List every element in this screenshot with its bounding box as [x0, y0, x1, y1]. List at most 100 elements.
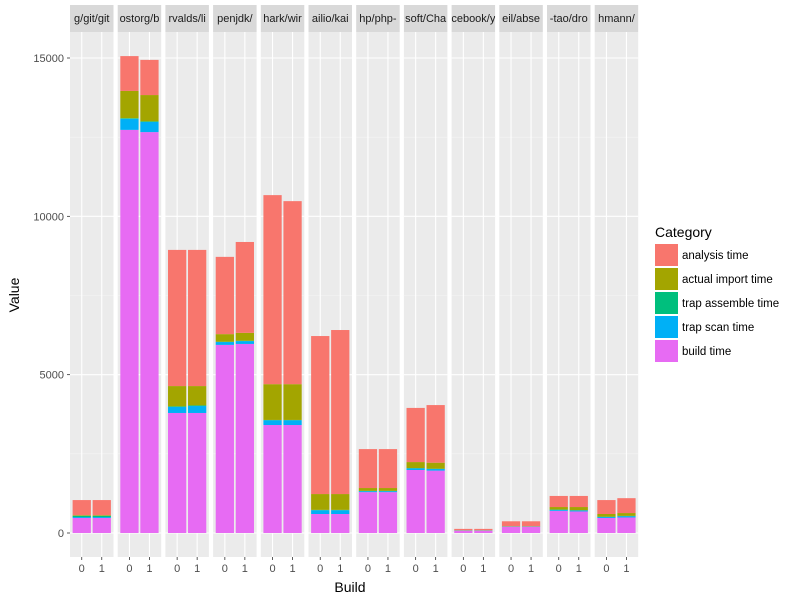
bar-segment-actual-import-time: [188, 386, 207, 406]
bar-segment-build-time: [501, 526, 521, 533]
facet-label: hark/wir: [263, 13, 302, 25]
bar-segment-trap-scan-time: [378, 491, 398, 493]
bar-segment-trap-scan-time: [140, 121, 159, 133]
bar-segment-actual-import-time: [92, 515, 111, 516]
x-tick-label: 0: [460, 563, 466, 575]
legend-swatch: [655, 316, 678, 338]
bar-segment-actual-import-time: [263, 384, 282, 420]
legend-label: trap assemble time: [682, 298, 779, 310]
x-tick-label: 0: [79, 563, 85, 575]
facet-label: g/git/git: [74, 13, 109, 25]
legend-label: trap scan time: [682, 322, 754, 334]
facet-strip: [70, 5, 114, 32]
y-tick-label: 15000: [33, 53, 64, 65]
bar-segment-analysis-time: [617, 498, 636, 514]
facet-panel: penjdk/0 1: [213, 5, 257, 575]
bar-segment-build-time: [521, 526, 541, 533]
facet-strip: [547, 5, 591, 32]
bar-segment-build-time: [406, 469, 425, 533]
bar-segment-analysis-time: [311, 336, 330, 495]
x-tick-label: 0: [508, 563, 514, 575]
bar-segment-analysis-time: [569, 495, 588, 508]
facet-panel: rvalds/li 0 1: [165, 5, 209, 575]
bar-segment-actual-import-time: [378, 488, 398, 491]
bar-segment-analysis-time: [92, 500, 111, 516]
bar-segment-trap-scan-time: [92, 517, 111, 518]
bar-segment-trap-scan-time: [549, 509, 568, 511]
x-tick-label: 0: [556, 563, 562, 575]
x-tick-label: 1: [99, 563, 105, 575]
bar-segment-actual-import-time: [72, 515, 91, 516]
x-axis-title: Build: [334, 579, 365, 595]
facet-label: eil/abse: [502, 13, 540, 25]
x-tick-label: 0: [317, 563, 323, 575]
facet-label: hmann/: [598, 13, 636, 25]
bar-segment-build-time: [426, 470, 445, 533]
bar-segment-trap-assemble-time: [72, 515, 91, 518]
bar-segment-build-time: [549, 510, 568, 533]
x-tick-label: 1: [289, 563, 295, 575]
bar-segment-trap-scan-time: [283, 420, 302, 426]
bar-segment-analysis-time: [235, 241, 254, 333]
bar-segment-actual-import-time: [406, 462, 425, 469]
x-tick-label: 0: [126, 563, 132, 575]
facet-strip: [499, 5, 543, 32]
x-tick-label: 0: [174, 563, 180, 575]
bar-segment-build-time: [378, 492, 398, 533]
x-tick-label: 1: [576, 563, 582, 575]
facet-strip: [308, 5, 352, 32]
bar-segment-analysis-time: [140, 59, 159, 96]
bar-segment-analysis-time: [283, 201, 302, 385]
x-tick-label: 1: [194, 563, 200, 575]
x-tick-label: 0: [269, 563, 275, 575]
bar-segment-analysis-time: [120, 56, 139, 91]
bar-segment-build-time: [474, 530, 493, 533]
y-axis: 0 5000 10000 15000: [33, 53, 70, 540]
bar-segment-actual-import-time: [168, 386, 187, 407]
facet-label: hp/php-: [359, 13, 397, 25]
bar-segment-trap-scan-time: [215, 342, 234, 345]
bar-segment-actual-import-time: [215, 334, 234, 342]
panel-background: [547, 32, 591, 557]
facet-panel: -tao/dro 0 1: [547, 5, 591, 575]
facet-strip: [165, 5, 209, 32]
bar-segment-analysis-time: [474, 528, 493, 531]
y-tick-label: 5000: [40, 370, 64, 382]
x-tick-label: 1: [242, 563, 248, 575]
facet-panel: hp/php- 0 1: [356, 5, 400, 575]
y-tick-label: 0: [58, 528, 64, 540]
bar-segment-analysis-time: [188, 249, 207, 387]
bar-segment-trap-scan-time: [331, 510, 350, 514]
facet-strip: [594, 5, 639, 32]
facet-label: soft/Cha: [405, 13, 447, 25]
bar-segment-actual-import-time: [426, 462, 445, 469]
facet-strip: [117, 5, 162, 32]
legend: Category analysis time actual import time…: [655, 224, 779, 362]
bar-segment-analysis-time: [406, 407, 425, 463]
facet-panel: eil/abse 0 1: [499, 5, 543, 575]
bar-segment-trap-assemble-time: [140, 121, 159, 122]
facet-panel: g/git/git 0 1: [70, 5, 114, 575]
panel-background: [499, 32, 543, 557]
bar-segment-trap-scan-time: [406, 468, 425, 470]
bar-segment-analysis-time: [263, 195, 282, 385]
bar-segment-analysis-time: [501, 521, 521, 527]
bar-segment-build-time: [140, 132, 159, 533]
bar-segment-actual-import-time: [311, 494, 330, 510]
facet-panel: ailio/kai 0 1: [308, 5, 352, 575]
bar-segment-build-time: [120, 129, 139, 533]
facet-label: cebook/y: [451, 13, 496, 25]
legend-swatch: [655, 340, 678, 362]
facet-panel: hark/wir 0 1: [260, 5, 305, 575]
y-axis-title: Value: [6, 277, 22, 312]
bar-segment-build-time: [283, 425, 302, 533]
bar-segment-trap-scan-time: [263, 420, 282, 426]
x-tick-label: 1: [385, 563, 391, 575]
bar-segment-trap-assemble-time: [120, 118, 139, 119]
panel-background: [594, 32, 639, 557]
facet-panel: cebook/y 0 1: [451, 5, 496, 575]
bar-segment-analysis-time: [549, 495, 568, 508]
bar-segment-trap-scan-time: [72, 517, 91, 518]
